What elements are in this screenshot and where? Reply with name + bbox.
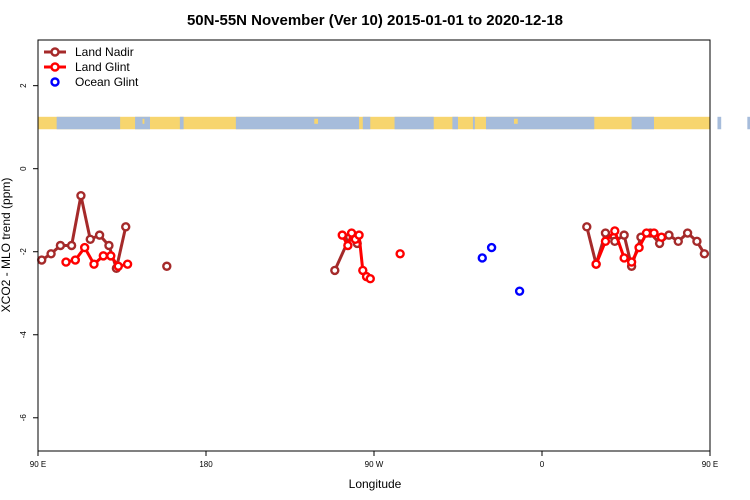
- data-point: [656, 232, 667, 242]
- land-fleck: [142, 118, 145, 124]
- x-tick-label: 90 E: [702, 460, 718, 469]
- data-point: [162, 261, 172, 271]
- data-point: [486, 242, 497, 253]
- land-ocean-band: [38, 116, 750, 130]
- ocean-region: [747, 116, 750, 130]
- legend-swatch-marker: [50, 77, 60, 87]
- data-point: [649, 228, 659, 238]
- y-tick-label: -6: [19, 414, 28, 422]
- x-axis-label: Longitude: [349, 477, 402, 491]
- data-point: [641, 228, 652, 238]
- ocean-region: [472, 116, 475, 130]
- data-point: [634, 242, 644, 253]
- legend-label: Land Nadir: [75, 45, 134, 59]
- plot-frame: [37, 39, 711, 452]
- land-fleck: [202, 118, 208, 124]
- data-point: [600, 228, 611, 238]
- data-point: [337, 230, 347, 240]
- series-layer: [37, 190, 710, 296]
- y-tick-label: 2: [19, 83, 28, 88]
- data-point: [514, 286, 525, 296]
- data-point: [582, 222, 592, 232]
- data-point: [89, 259, 99, 269]
- ocean-region: [486, 116, 595, 130]
- chart-title: 50N-55N November (Ver 10) 2015-01-01 to …: [187, 12, 563, 29]
- data-point: [365, 274, 375, 284]
- data-point: [98, 251, 109, 261]
- x-tick-label: 180: [199, 460, 213, 469]
- series-land-nadir: [37, 190, 710, 276]
- data-point: [121, 222, 131, 232]
- land-fleck: [314, 118, 318, 124]
- legend-label: Ocean Glint: [75, 75, 139, 89]
- data-point: [619, 230, 629, 240]
- series-land-glint: [61, 226, 667, 284]
- data-point: [76, 190, 86, 201]
- data-point: [113, 261, 123, 271]
- data-point: [106, 251, 116, 261]
- data-point: [610, 226, 620, 236]
- land-fleck: [693, 118, 697, 124]
- ocean-region: [179, 116, 184, 130]
- ocean-region: [362, 116, 371, 130]
- land-fleck: [514, 118, 518, 124]
- ocean-region: [717, 116, 722, 130]
- data-point: [70, 255, 81, 265]
- y-tick-label: -4: [19, 331, 28, 339]
- data-point: [37, 255, 47, 265]
- data-point: [591, 259, 601, 269]
- ocean-region: [135, 116, 150, 130]
- y-axis-label: XCO2 - MLO trend (ppm): [0, 178, 13, 313]
- data-point: [79, 242, 90, 253]
- x-axis: 90 E 180 90 W 0 90 E: [30, 451, 718, 469]
- data-point: [104, 240, 114, 251]
- y-tick-label: -2: [19, 248, 28, 256]
- data-point: [600, 236, 611, 247]
- data-point: [61, 257, 71, 267]
- data-point: [619, 253, 629, 263]
- land-fleck: [672, 118, 677, 124]
- ocean-region: [235, 116, 360, 130]
- x-tick-label: 90 E: [30, 460, 46, 469]
- data-point: [122, 259, 133, 269]
- data-point: [66, 240, 77, 251]
- legend-item: Land Glint: [44, 60, 130, 74]
- ocean-region: [631, 116, 654, 130]
- series-ocean-glint: [477, 242, 525, 296]
- data-point: [85, 234, 95, 244]
- data-point: [354, 230, 364, 240]
- y-axis: 2 0 -2 -4 -6: [19, 83, 38, 421]
- legend-swatch-marker: [50, 62, 60, 72]
- data-point: [692, 236, 702, 247]
- data-point: [395, 249, 405, 259]
- ocean-region: [394, 116, 434, 130]
- data-point: [477, 253, 487, 263]
- x-tick-label: 0: [540, 460, 545, 469]
- legend-item: Land Nadir: [44, 45, 134, 59]
- data-point: [664, 230, 674, 240]
- x-tick-label: 90 W: [365, 460, 384, 469]
- y-tick-label: 0: [19, 166, 28, 171]
- data-point: [55, 240, 66, 251]
- data-point: [330, 265, 340, 276]
- legend-item: Ocean Glint: [50, 75, 139, 89]
- data-point: [343, 240, 353, 251]
- data-point: [673, 236, 683, 247]
- legend-label: Land Glint: [75, 60, 130, 74]
- data-point: [682, 228, 693, 238]
- data-point: [699, 249, 710, 259]
- ocean-region: [452, 116, 458, 130]
- data-point: [626, 257, 637, 267]
- legend-swatch-marker: [50, 47, 60, 57]
- ocean-region: [56, 116, 121, 130]
- data-point: [94, 230, 105, 240]
- data-point: [46, 249, 56, 259]
